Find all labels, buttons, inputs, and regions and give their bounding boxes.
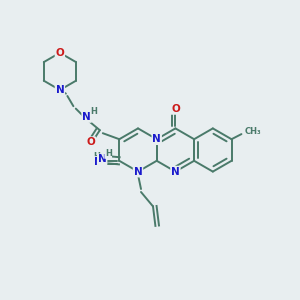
Text: H: H xyxy=(93,152,100,161)
Text: CH₃: CH₃ xyxy=(245,127,262,136)
Text: N: N xyxy=(152,134,161,144)
Text: N: N xyxy=(94,157,103,167)
Text: N: N xyxy=(56,85,64,95)
Text: N: N xyxy=(82,112,91,122)
Text: O: O xyxy=(86,137,95,147)
Text: O: O xyxy=(56,48,64,58)
Text: H: H xyxy=(90,107,97,116)
Text: H: H xyxy=(105,149,112,158)
Text: N: N xyxy=(134,167,142,177)
Text: N: N xyxy=(98,154,106,164)
Text: O: O xyxy=(171,104,180,114)
Text: N: N xyxy=(171,167,180,177)
